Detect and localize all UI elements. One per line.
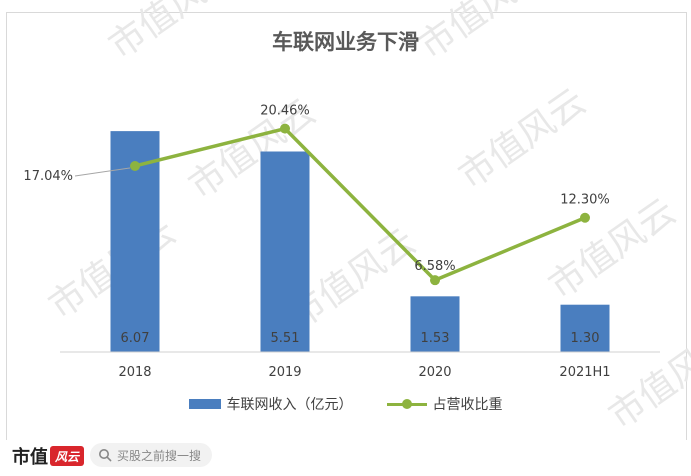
line-value-label-2018: 17.04%	[23, 169, 73, 184]
line-point-2020	[430, 275, 440, 286]
bar-value-label-2019: 5.51	[271, 331, 300, 346]
brand-text: 市值	[12, 447, 48, 468]
watermark-text-7: 市值风云	[602, 321, 691, 437]
chart-title: 车联网业务下滑	[272, 30, 419, 54]
bar-value-label-2020: 1.53	[421, 331, 450, 346]
x-tick-label-2021H1: 2021H1	[559, 365, 610, 380]
brand-logo[interactable]: 市值 风云	[12, 443, 84, 469]
legend-item-revenue: 车联网收入（亿元）	[188, 394, 353, 414]
legend-item-share: 占营收比重	[386, 394, 503, 414]
brand-seal: 风云	[50, 446, 84, 466]
x-tick-label-2020: 2020	[418, 365, 451, 380]
line-label-leader-2018	[74, 167, 131, 177]
legend-line-swatch	[386, 399, 427, 409]
footer-bar: 市值 风云 买股之前搜一搜	[0, 440, 691, 476]
chart-plot: 市值风云市值风云市值风云市值风云市值风云市值风云市值风云市值风云20182019…	[23, 0, 691, 437]
legend-label-share: 占营收比重	[432, 397, 503, 413]
legend-bar-swatch	[188, 399, 221, 409]
line-value-label-2019: 20.46%	[260, 104, 310, 119]
x-tick-label-2019: 2019	[268, 365, 301, 380]
watermark-text-6: 市值风云	[542, 191, 683, 307]
bar-2019	[260, 151, 310, 352]
search-icon	[99, 449, 112, 462]
bar-value-label-2021H1: 1.30	[571, 331, 600, 346]
legend-label-revenue: 车联网收入（亿元）	[226, 397, 353, 413]
x-tick-label-2018: 2018	[118, 365, 151, 380]
line-series-share	[134, 126, 586, 282]
line-point-2021H1	[580, 212, 590, 223]
search-placeholder: 买股之前搜一搜	[117, 448, 202, 463]
line-point-2018	[130, 160, 140, 171]
line-value-label-2020: 6.58%	[414, 259, 455, 274]
watermark-text-3: 市值风云	[452, 81, 593, 197]
search-box[interactable]: 买股之前搜一搜	[90, 443, 212, 467]
chart-legend: 车联网收入（亿元） 占营收比重	[0, 394, 691, 414]
bar-2020	[410, 296, 460, 352]
line-point-2019	[280, 123, 290, 134]
bar-2021H1	[560, 304, 610, 352]
bar-value-label-2018: 6.07	[121, 331, 150, 346]
line-value-label-2021H1: 12.30%	[560, 193, 610, 208]
